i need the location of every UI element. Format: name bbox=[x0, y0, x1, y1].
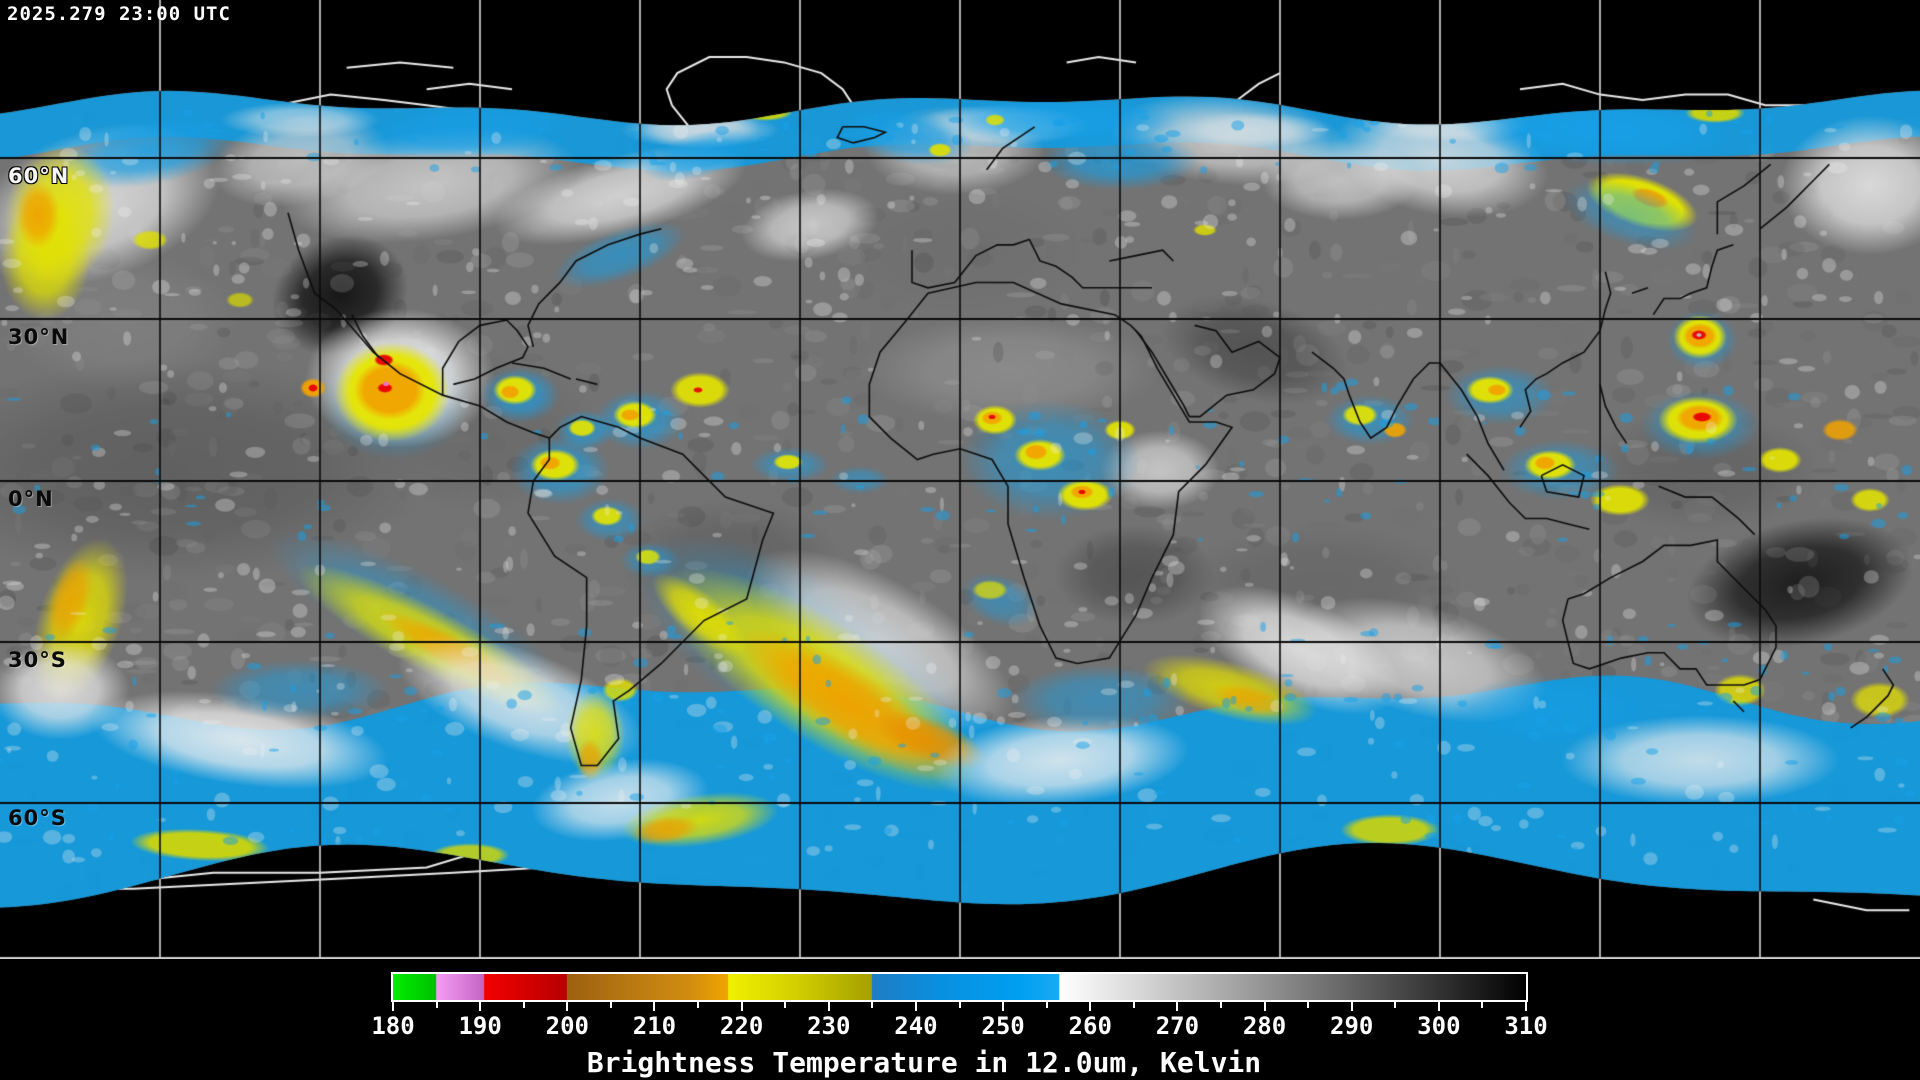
colorbar-major-tick bbox=[1525, 1002, 1527, 1011]
colorbar-minor-tick bbox=[1132, 1002, 1135, 1008]
colorbar-minor-tick bbox=[958, 1002, 961, 1008]
colorbar-gradient bbox=[393, 974, 1526, 1000]
colorbar-minor-tick bbox=[522, 1002, 525, 1008]
latitude-label: 30°N bbox=[8, 325, 70, 349]
colorbar-minor-tick bbox=[1307, 1002, 1310, 1008]
colorbar-tick-label: 200 bbox=[545, 1012, 589, 1040]
colorbar-minor-tick bbox=[609, 1002, 612, 1008]
latitude-label: 60°S bbox=[8, 806, 67, 830]
colorbar-tick-label: 250 bbox=[981, 1012, 1025, 1040]
latitude-label: 30°S bbox=[8, 648, 67, 672]
colorbar-major-tick bbox=[1176, 1002, 1179, 1011]
colorbar-major-tick bbox=[1437, 1002, 1440, 1011]
colorbar-major-tick bbox=[1089, 1002, 1092, 1011]
colorbar-major-tick bbox=[566, 1002, 569, 1011]
colorbar-major-tick bbox=[479, 1002, 482, 1011]
timestamp-label: 2025.279 23:00 UTC bbox=[7, 3, 231, 25]
colorbar-major-tick bbox=[653, 1002, 656, 1011]
colorbar-tick-label: 260 bbox=[1068, 1012, 1112, 1040]
colorbar-tick-label: 290 bbox=[1330, 1012, 1374, 1040]
colorbar-minor-tick bbox=[1045, 1002, 1048, 1008]
colorbar-tick-label: 300 bbox=[1417, 1012, 1461, 1040]
latitude-label: 0°N bbox=[8, 487, 54, 511]
colorbar-major-tick bbox=[1002, 1002, 1005, 1011]
colorbar-minor-tick bbox=[1219, 1002, 1222, 1008]
satellite-map bbox=[0, 0, 1920, 959]
colorbar-tick-label: 180 bbox=[371, 1012, 415, 1040]
colorbar-tick-label: 270 bbox=[1155, 1012, 1200, 1040]
colorbar-minor-tick bbox=[1481, 1002, 1484, 1008]
colorbar-caption: Brightness Temperature in 12.0um, Kelvin bbox=[586, 1046, 1262, 1079]
colorbar-major-tick bbox=[392, 1002, 394, 1011]
colorbar-tick-label: 240 bbox=[894, 1012, 938, 1040]
colorbar bbox=[391, 972, 1528, 1002]
colorbar-major-tick bbox=[740, 1002, 743, 1011]
colorbar-tick-label: 210 bbox=[632, 1012, 677, 1040]
latitude-label: 60°N bbox=[8, 164, 70, 188]
colorbar-major-tick bbox=[1263, 1002, 1266, 1011]
colorbar-tick-label: 190 bbox=[458, 1012, 502, 1040]
colorbar-tick-label: 280 bbox=[1242, 1012, 1287, 1040]
colorbar-minor-tick bbox=[871, 1002, 874, 1008]
colorbar-tick-label: 230 bbox=[807, 1012, 851, 1040]
colorbar-tick-label: 310 bbox=[1504, 1012, 1548, 1040]
colorbar-tick-label: 220 bbox=[719, 1012, 764, 1040]
colorbar-minor-tick bbox=[435, 1002, 438, 1008]
colorbar-minor-tick bbox=[697, 1002, 700, 1008]
colorbar-major-tick bbox=[1350, 1002, 1353, 1011]
colorbar-major-tick bbox=[914, 1002, 917, 1011]
colorbar-minor-tick bbox=[1394, 1002, 1397, 1008]
colorbar-minor-tick bbox=[784, 1002, 787, 1008]
colorbar-major-tick bbox=[827, 1002, 830, 1011]
